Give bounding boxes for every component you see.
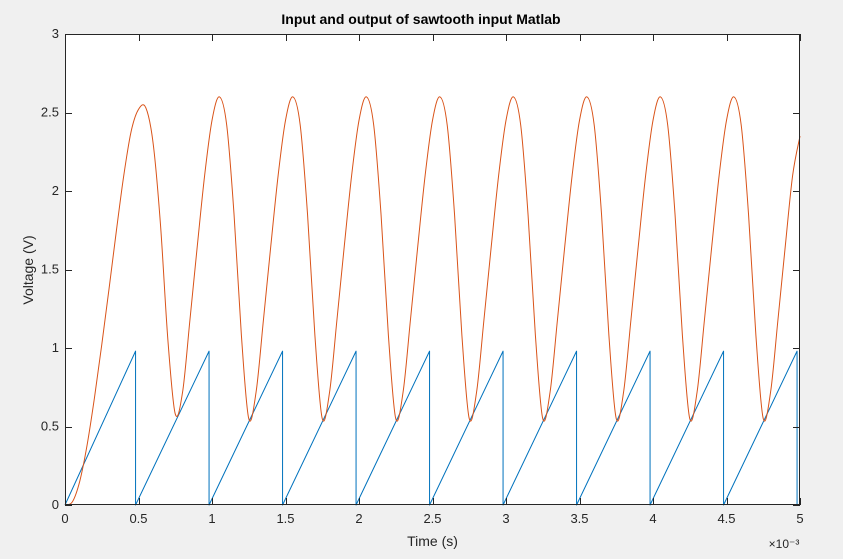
y-tick-label: 2.5 [41, 105, 59, 120]
y-tick-label: 0.5 [41, 419, 59, 434]
y-tick-label: 0 [52, 497, 59, 512]
y-tick-label: 2 [52, 183, 59, 198]
x-tick-label: 4 [649, 511, 656, 526]
x-axis-label: Time (s) [407, 533, 458, 549]
y-axis-label: Voltage (V) [20, 235, 36, 304]
y-tick-label: 1.5 [41, 262, 59, 277]
x-tick-label: 0.5 [129, 511, 147, 526]
plot-axes[interactable]: 0 0.5 1 1.5 2 2.5 3 3.5 4 4.5 5 0 0.5 1 1.5 2 2.5 3 [41, 26, 804, 526]
x-tick-label: 5 [796, 511, 803, 526]
x-axis-exponent-label: ×10⁻³ [769, 537, 800, 551]
y-tick-label: 3 [52, 26, 59, 41]
axes-box [65, 34, 800, 505]
x-tick-label: 1.5 [276, 511, 294, 526]
chart-title: Input and output of sawtooth input Matla… [281, 11, 560, 27]
x-tick-label: 2.5 [423, 511, 441, 526]
x-tick-label: 4.5 [717, 511, 735, 526]
x-tick-label: 3.5 [570, 511, 588, 526]
x-tick-label: 2 [355, 511, 362, 526]
x-tick-label: 3 [502, 511, 509, 526]
axes-background [65, 34, 800, 505]
y-tick-label: 1 [52, 340, 59, 355]
series-line-output [64, 96, 801, 506]
x-tick-label: 1 [208, 511, 215, 526]
x-tick-label: 0 [61, 511, 68, 526]
tick-layer: 0 0.5 1 1.5 2 2.5 3 3.5 4 4.5 5 0 0.5 1 1.5 2 2.5 3 [41, 26, 804, 526]
